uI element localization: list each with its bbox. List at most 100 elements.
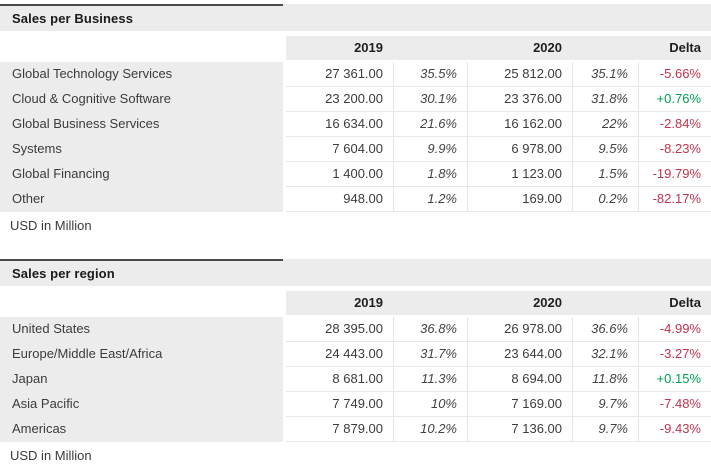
share-2020: 9.7% [572, 392, 638, 417]
column-gap [283, 162, 286, 187]
share-2020: 9.5% [572, 137, 638, 162]
column-header-2019: 2019 [286, 291, 393, 315]
table-row: Japan 8 681.00 11.3% 8 694.00 11.8% +0.15% [0, 367, 711, 392]
row-label: Cloud & Cognitive Software [0, 87, 283, 112]
column-gap [283, 87, 286, 112]
table-row: Other 948.00 1.2% 169.00 0.2% -82.17% [0, 187, 711, 212]
value-2020: 26 978.00 [467, 317, 572, 342]
share-2020: 9.7% [572, 417, 638, 442]
share-2020: 0.2% [572, 187, 638, 212]
value-2019: 24 443.00 [286, 342, 393, 367]
unit-note: USD in Million [10, 218, 92, 233]
column-gap [283, 317, 286, 342]
delta-value: -9.43% [638, 417, 711, 442]
value-2020: 16 162.00 [467, 112, 572, 137]
share-2020: 32.1% [572, 342, 638, 367]
row-label: Systems [0, 137, 283, 162]
value-2020: 7 136.00 [467, 417, 572, 442]
delta-value: -3.27% [638, 342, 711, 367]
row-label: Global Business Services [0, 112, 283, 137]
column-header-delta: Delta [638, 291, 711, 315]
header-spacer [0, 36, 283, 60]
header-spacer [0, 291, 283, 315]
table-row: Systems 7 604.00 9.9% 6 978.00 9.5% -8.23% [0, 137, 711, 162]
share-2019: 10.2% [393, 417, 467, 442]
share-2020: 31.8% [572, 87, 638, 112]
header-gap [283, 36, 286, 60]
sales-per-business-table: Sales per Business 2019 2020 Delta Globa… [0, 4, 711, 233]
delta-value: -7.48% [638, 392, 711, 417]
table-row: Asia Pacific 7 749.00 10% 7 169.00 9.7% -7.48… [0, 392, 711, 417]
table-row: Global Financing 1 400.00 1.8% 1 123.00 1.5%… [0, 162, 711, 187]
value-2020: 6 978.00 [467, 137, 572, 162]
share-2019: 35.5% [393, 62, 467, 87]
share-2019: 1.2% [393, 187, 467, 212]
column-gap [283, 187, 286, 212]
table-row: Cloud & Cognitive Software 23 200.00 30.1%… [0, 87, 711, 112]
value-2019: 27 361.00 [286, 62, 393, 87]
column-header-2020: 2020 [467, 291, 572, 315]
delta-value: -82.17% [638, 187, 711, 212]
value-2020: 169.00 [467, 187, 572, 212]
share-2019: 9.9% [393, 137, 467, 162]
value-2019: 8 681.00 [286, 367, 393, 392]
delta-value: -5.66% [638, 62, 711, 87]
share-2019: 11.3% [393, 367, 467, 392]
column-gap [283, 342, 286, 367]
share-2019: 30.1% [393, 87, 467, 112]
table-header-row: 2019 2020 Delta [0, 36, 711, 60]
value-2020: 25 812.00 [467, 62, 572, 87]
value-2019: 23 200.00 [286, 87, 393, 112]
column-gap [283, 62, 286, 87]
share-2019: 1.8% [393, 162, 467, 187]
value-2020: 1 123.00 [467, 162, 572, 187]
share-2019: 36.8% [393, 317, 467, 342]
delta-value: -19.79% [638, 162, 711, 187]
share-2020: 36.6% [572, 317, 638, 342]
delta-value: +0.76% [638, 87, 711, 112]
value-2020: 8 694.00 [467, 367, 572, 392]
value-2019: 1 400.00 [286, 162, 393, 187]
value-2019: 7 749.00 [286, 392, 393, 417]
title-top-border [0, 259, 283, 261]
table-header-row: 2019 2020 Delta [0, 291, 711, 315]
share-2019: 31.7% [393, 342, 467, 367]
delta-value: -2.84% [638, 112, 711, 137]
table-row: Global Technology Services 27 361.00 35.5%… [0, 62, 711, 87]
share-2019: 10% [393, 392, 467, 417]
table-body: United States 28 395.00 36.8% 26 978.00 36.6… [0, 317, 711, 442]
value-2020: 23 376.00 [467, 87, 572, 112]
row-label: Other [0, 187, 283, 212]
unit-note: USD in Million [10, 448, 92, 463]
column-header-2020: 2020 [467, 36, 572, 60]
delta-value: +0.15% [638, 367, 711, 392]
column-header-2019-share [393, 36, 467, 60]
row-label: Americas [0, 417, 283, 442]
table-title-bar: Sales per Business [0, 4, 711, 31]
column-gap [283, 392, 286, 417]
column-gap [283, 112, 286, 137]
column-header-2019-share [393, 291, 467, 315]
row-label: Japan [0, 367, 283, 392]
column-gap [283, 137, 286, 162]
column-gap [283, 367, 286, 392]
header-gap [283, 291, 286, 315]
table-title: Sales per region [12, 266, 115, 281]
value-2019: 7 604.00 [286, 137, 393, 162]
share-2020: 22% [572, 112, 638, 137]
column-header-delta: Delta [638, 36, 711, 60]
table-row: Europe/Middle East/Africa 24 443.00 31.7% 2… [0, 342, 711, 367]
delta-value: -8.23% [638, 137, 711, 162]
value-2020: 23 644.00 [467, 342, 572, 367]
table-title-bar: Sales per region [0, 259, 711, 286]
value-2019: 28 395.00 [286, 317, 393, 342]
title-top-border [0, 4, 283, 6]
column-header-2019: 2019 [286, 36, 393, 60]
share-2019: 21.6% [393, 112, 467, 137]
value-2019: 7 879.00 [286, 417, 393, 442]
value-2020: 7 169.00 [467, 392, 572, 417]
value-2019: 16 634.00 [286, 112, 393, 137]
row-label: United States [0, 317, 283, 342]
row-label: Global Financing [0, 162, 283, 187]
column-header-2020-share [572, 291, 638, 315]
